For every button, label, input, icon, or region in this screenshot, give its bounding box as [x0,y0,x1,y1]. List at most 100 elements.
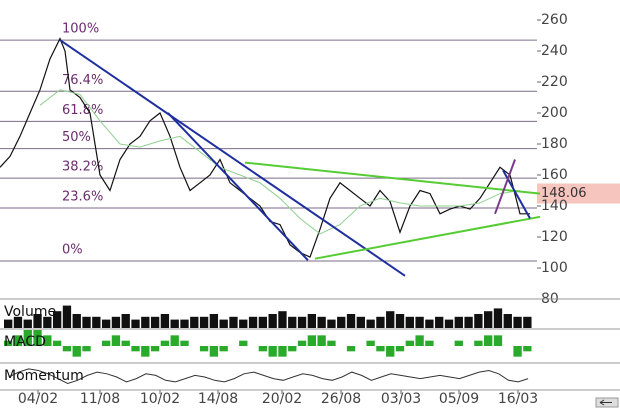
panel-bar [493,335,503,346]
panel-bar [160,340,170,346]
panel-bar [278,346,287,357]
panel-bar [405,316,414,328]
x-tick-label: 26/08 [321,391,361,407]
panel-bar [72,346,81,357]
panel-bar [111,335,121,346]
panel-bar [62,346,72,352]
panel-bar [297,340,307,346]
panel-bar [33,330,42,346]
panel-bar [258,346,268,352]
panel-bar [219,319,228,328]
trendline [494,159,516,215]
panel-bar [33,314,42,328]
panel-bar [62,305,72,328]
x-tick-label: 16/03 [498,391,538,407]
panel-bar [356,316,365,328]
panel-bar [386,346,395,357]
panel-bar [268,346,277,357]
panel-bar [248,316,258,328]
moving-average-line [39,89,521,235]
panel-bar [180,319,189,328]
panel-bar [4,319,13,328]
panel-bar [13,335,23,346]
panel-bar [13,316,23,328]
trendline [244,161,541,195]
panel-bar [523,346,532,352]
panel-title: Momentum [4,368,84,384]
panel-bar [454,316,463,328]
panel-bar [131,346,140,352]
panel-bar [101,340,111,346]
panel-bar [199,316,209,328]
panel-bar [239,319,248,328]
panel-bar [72,314,81,328]
panel-bar [464,316,473,328]
panel-bar [405,340,414,346]
y-tick-label: 120 [541,229,568,245]
panel-bar [307,314,317,328]
trendline [167,112,309,261]
panel-bar [150,316,160,328]
y-tick-label: 100 [541,260,568,276]
panel-bar [43,335,52,346]
panel-bar [121,314,130,328]
scroll-arrow [599,399,612,406]
panel-bar [415,335,424,346]
panel-bar [297,316,307,328]
panel-bar [92,316,101,328]
panel-bar [337,316,346,328]
panel-bar [190,316,199,328]
panel-bar [278,311,287,328]
panel-bar [346,314,356,328]
panel-bar [317,316,326,328]
panel-bar [150,346,160,352]
panel-bar [415,316,424,328]
price-line [0,37,530,258]
last-price-label: 148.06 [541,186,587,201]
fib-label: 76.4% [62,73,103,88]
panel-bar [435,316,444,328]
panel-title: Volume [4,304,56,320]
fib-label: 0% [62,243,83,258]
panel-bar [268,314,277,328]
panel-bar [141,316,150,328]
panel-bar [425,319,434,328]
panel-bar [101,319,111,328]
x-tick-label: 20/02 [262,391,302,407]
panel-bar [288,316,297,328]
panel-bar [523,316,532,328]
panel-bar [160,314,170,328]
panel-bar [454,340,463,346]
x-tick-label: 05/09 [439,391,479,407]
panel-bar [317,335,326,346]
x-tick-label: 04/02 [18,391,58,407]
panel-bar [503,314,512,328]
panel-bar [493,308,503,328]
panel-bar [395,314,405,328]
panel-bar [141,346,150,357]
panel-title: MACD [4,334,46,350]
y-tick-label: 200 [541,105,568,121]
x-tick-label: 14/08 [198,391,238,407]
panel-bar [513,316,522,328]
panel-bar [425,340,434,346]
panel-line [8,368,529,385]
panel-bar [23,330,32,346]
fib-label: 61.8% [62,103,103,118]
fib-label: 23.6% [62,190,103,205]
x-tick-label: 03/03 [381,391,421,407]
panel-bar [82,316,91,328]
y-tick-label: 140 [541,198,568,214]
trendline [59,39,406,277]
fib-label: 50% [62,130,91,145]
panel-bar [23,319,32,328]
fib-label: 100% [62,22,99,37]
x-tick-label: 10/02 [140,391,180,407]
y-tick-label: 260 [541,12,568,28]
panel-bar [346,346,356,352]
panel-bar [209,314,219,328]
panel-bar [474,340,483,346]
panel-bar [4,340,13,346]
panel-bar [258,316,268,328]
